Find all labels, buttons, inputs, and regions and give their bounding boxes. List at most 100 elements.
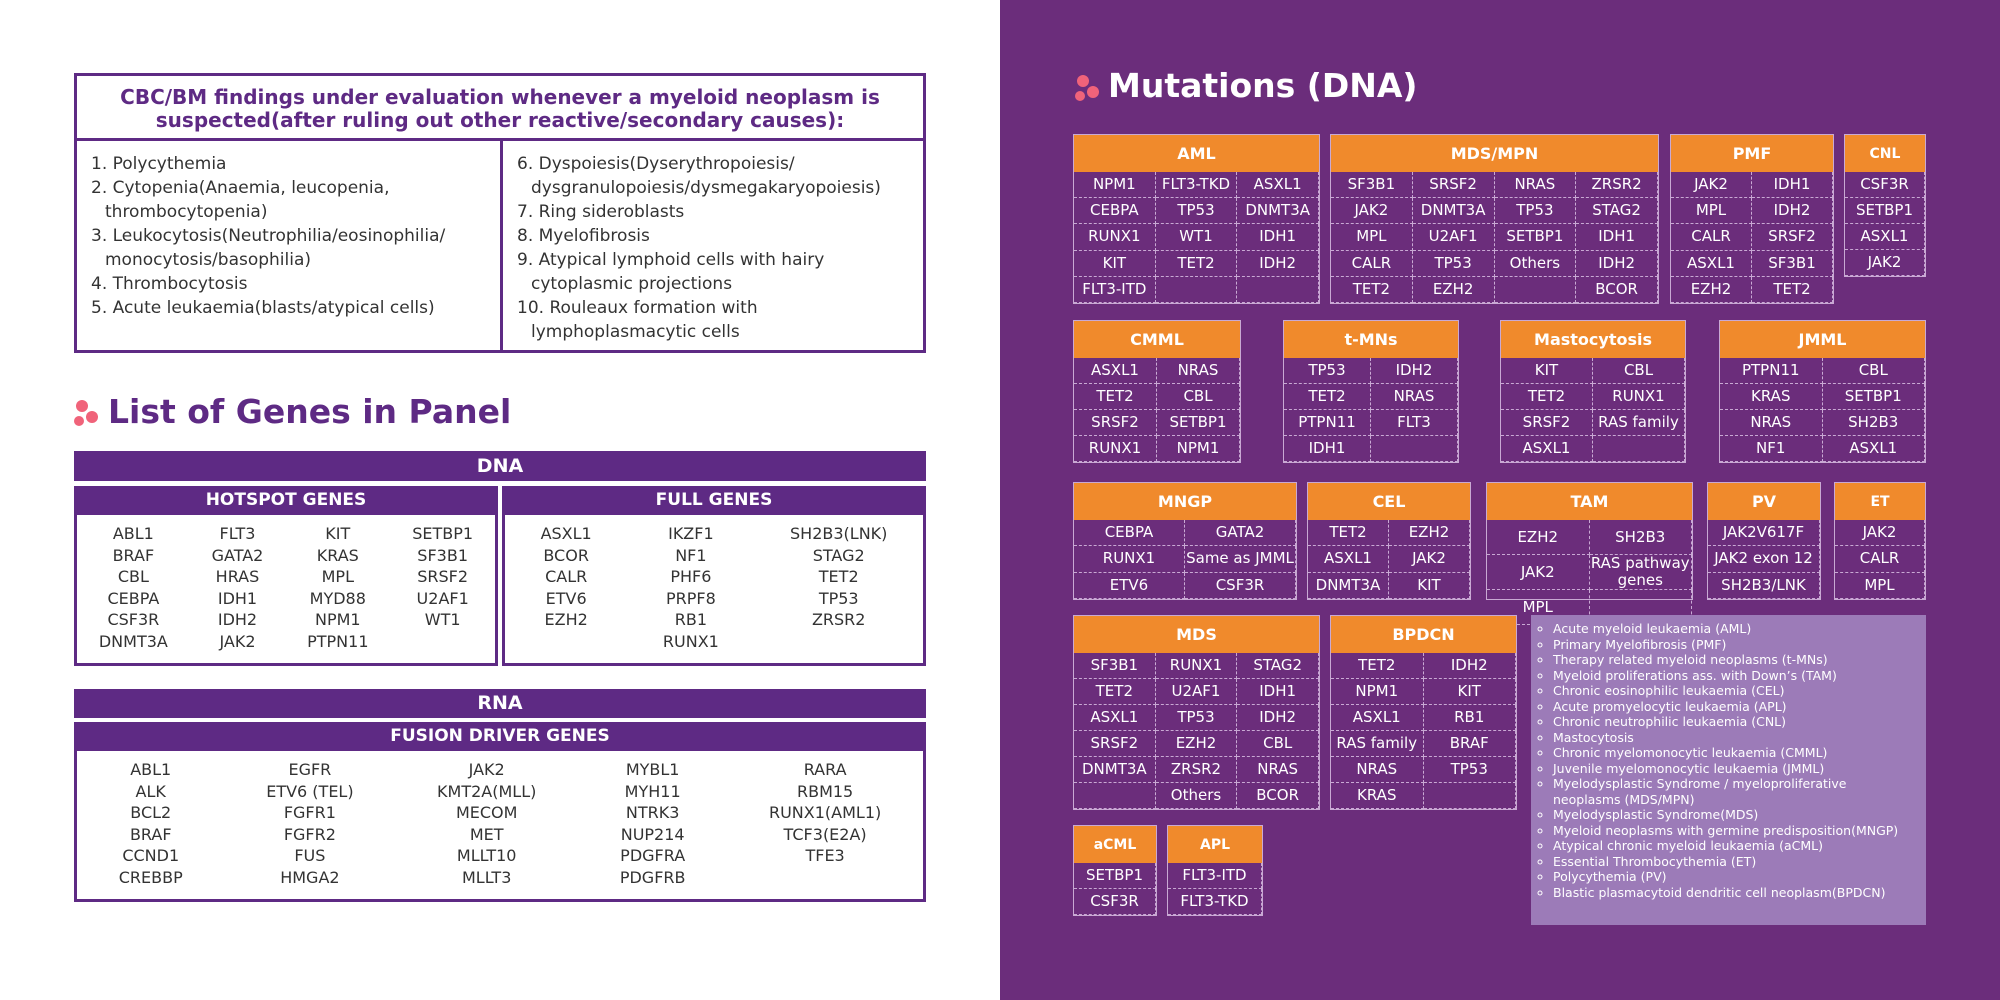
legend-item: Chronic eosinophilic leukaemia (CEL): [1553, 683, 1916, 699]
full-header: FULL GENES: [502, 486, 926, 515]
gene-box: ABL1 ALK BCL2 BRAF CCND1 CREBBP EGFR ETV6 (TEL)…: [74, 751, 926, 902]
legend-item: Acute promyelocytic leukaemia (APL): [1553, 699, 1916, 715]
gene: SF3B1: [417, 545, 468, 565]
icon: [1087, 86, 1099, 98]
gene: BRAF: [129, 824, 172, 844]
table-cell: TP53: [1155, 198, 1238, 225]
mutation-table: CEL TET2 EZH2 ASXL1 JAK2 DNMT3A KIT: [1307, 482, 1471, 600]
legend-list: Acute myeloid leukaemia (AML)Primary Mye…: [1541, 621, 1916, 900]
table-cell: TET2: [1752, 276, 1833, 303]
gene: BCL2: [130, 803, 172, 822]
table-cell: FLT3-TKD: [1155, 172, 1238, 199]
table-body: ASXL1 NRAS TET2 CBL SRSF2 SETBP1 RUNX1 NPM1: [1074, 358, 1240, 462]
legend-item: Juvenile myelomonocytic leukaemia (JMML): [1553, 761, 1916, 777]
finding-item: 7. Ring sideroblasts: [517, 202, 685, 222]
gene: RB1: [674, 610, 708, 629]
gene: SETBP1: [412, 524, 474, 543]
table-cell: TET2: [1501, 384, 1593, 410]
gene-column: FLT3 GATA2 HRAS IDH1 IDH2 JAK2: [212, 523, 264, 663]
gene: PHF6: [670, 567, 712, 586]
gene: TCF3(E2A): [783, 824, 867, 844]
table-cell: CSF3R: [1074, 889, 1156, 915]
table-cell: SH2B3/LNK: [1708, 572, 1820, 599]
table-cell: CALR: [1835, 546, 1925, 573]
gene: CREBBP: [118, 867, 183, 887]
table-cell: STAG2: [1576, 198, 1658, 225]
table-body: JAK2V617F JAK2 exon 12 SH2B3/LNK: [1708, 520, 1820, 599]
table-body: KIT CBL TET2 RUNX1 SRSF2 RAS family ASXL1: [1501, 358, 1685, 462]
mutation-table: APL FLT3-ITD FLT3-TKD: [1167, 825, 1263, 916]
gene: ASXL1: [540, 524, 592, 543]
table-cell: BCOR: [1237, 783, 1319, 809]
gene: RARA: [803, 760, 847, 779]
table-cell: Same as JMML: [1185, 546, 1296, 573]
gene: ETV6: [545, 588, 587, 608]
mutation-table: Mastocytosis KIT CBL TET2 RUNX1 SRSF2 RAS fami…: [1500, 320, 1686, 463]
gene: GATA2: [211, 545, 264, 565]
table-cell: JAK2: [1389, 546, 1470, 573]
legend-item: Chronic neutrophilic leukaemia (CNL): [1553, 714, 1916, 730]
legend-item: Atypical chronic myeloid leukaemia (aCML…: [1553, 838, 1916, 854]
table-body: SF3B1 RUNX1 STAG2 TET2 U2AF1 IDH1 ASXL1 TP53 IDH…: [1074, 653, 1319, 809]
table-cell: MPL: [1671, 198, 1752, 225]
section-title: List of Genes in Panel: [108, 392, 512, 431]
gene: HMGA2: [280, 867, 340, 887]
gene-box: ASXL1 BCOR CALR ETV6 EZH2 IKZF1 NF1 PHF6 PRPF8 RB…: [502, 515, 926, 666]
table-cell: CEBPA: [1074, 520, 1185, 547]
table-cell: ASXL1: [1237, 172, 1319, 199]
table-cell: IDH1: [1284, 436, 1371, 462]
table-cell: CSF3R: [1845, 172, 1925, 198]
legend-item: Blastic plasmacytoid dendritic cell neop…: [1553, 885, 1916, 901]
divider: [500, 138, 503, 350]
gene: FLT3: [219, 524, 256, 543]
table-cell: NPM1: [1157, 436, 1240, 462]
table-cell: NRAS: [1371, 384, 1458, 410]
table-cell: PTPN11: [1720, 358, 1823, 384]
table-cell: TP53: [1284, 358, 1371, 384]
icon: [74, 416, 84, 426]
table-cell: SRSF2: [1074, 410, 1157, 436]
table-body: JAK2 CALR MPL: [1835, 520, 1925, 599]
table-cell: KIT: [1501, 358, 1593, 384]
table-header: t-MNs: [1284, 321, 1458, 358]
table-cell: CALR: [1331, 250, 1413, 277]
legend-item: Myelodysplastic Syndrome(MDS): [1553, 807, 1916, 823]
gene: MYH11: [624, 781, 681, 801]
table-cell: SETBP1: [1845, 198, 1925, 224]
gene-column: IKZF1 NF1 PHF6 PRPF8 RB1 RUNX1: [663, 523, 719, 663]
table-cell: IDH1: [1237, 679, 1319, 705]
table-cell: NF1: [1720, 436, 1823, 462]
table-cell: ASXL1: [1074, 358, 1157, 384]
table-cell: ZRSR2: [1576, 172, 1658, 199]
table-body: SETBP1 CSF3R: [1074, 863, 1156, 915]
mutation-table: PV JAK2V617F JAK2 exon 12 SH2B3/LNK: [1707, 482, 1821, 600]
legend-item: Primary Myelofibrosis (PMF): [1553, 637, 1916, 653]
finding-item: 10. Rouleaux formation with lymphoplasma…: [517, 298, 758, 342]
table-header: MNGP: [1074, 483, 1296, 520]
table-cell: KIT: [1389, 572, 1470, 599]
table-cell: IDH1: [1576, 224, 1658, 251]
table-cell: NRAS: [1157, 358, 1240, 384]
finding-item: 9. Atypical lymphoid cells with hairy cy…: [517, 250, 825, 294]
table-cell: U2AF1: [1155, 679, 1238, 705]
table-cell: JAK2 exon 12: [1708, 546, 1820, 573]
table-cell: IDH2: [1371, 358, 1458, 384]
gene: MET: [469, 824, 504, 844]
table-body: JAK2 IDH1 MPL IDH2 CALR SRSF2 ASXL1 SF3B1 EZH2 TE…: [1671, 172, 1833, 303]
table-body: TP53 IDH2 TET2 NRAS PTPN11 FLT3 IDH1: [1284, 358, 1458, 462]
table-cell: NRAS: [1331, 757, 1424, 783]
table-header: PMF: [1671, 135, 1833, 172]
table-cell: RAS pathway genes: [1589, 555, 1692, 590]
table-cell: CBL: [1822, 358, 1925, 384]
gene: NPM1: [314, 610, 361, 629]
legend-item: Myeloid proliferations ass. with Down’s …: [1553, 668, 1916, 684]
gene: MLLT10: [456, 846, 517, 865]
finding-item: 2. Cytopenia(Anaemia, leucopenia, thromb…: [91, 178, 390, 222]
legend-item: Myeloid neoplasms with germine predispos…: [1553, 823, 1916, 839]
legend-item: Essential Thrombocythemia (ET): [1553, 854, 1916, 870]
gene: ABL1: [130, 760, 172, 779]
gene: HRAS: [215, 567, 260, 586]
gene: FGFR1: [283, 803, 336, 822]
table-cell: [1423, 783, 1516, 809]
table-cell: SRSF2: [1074, 731, 1156, 757]
